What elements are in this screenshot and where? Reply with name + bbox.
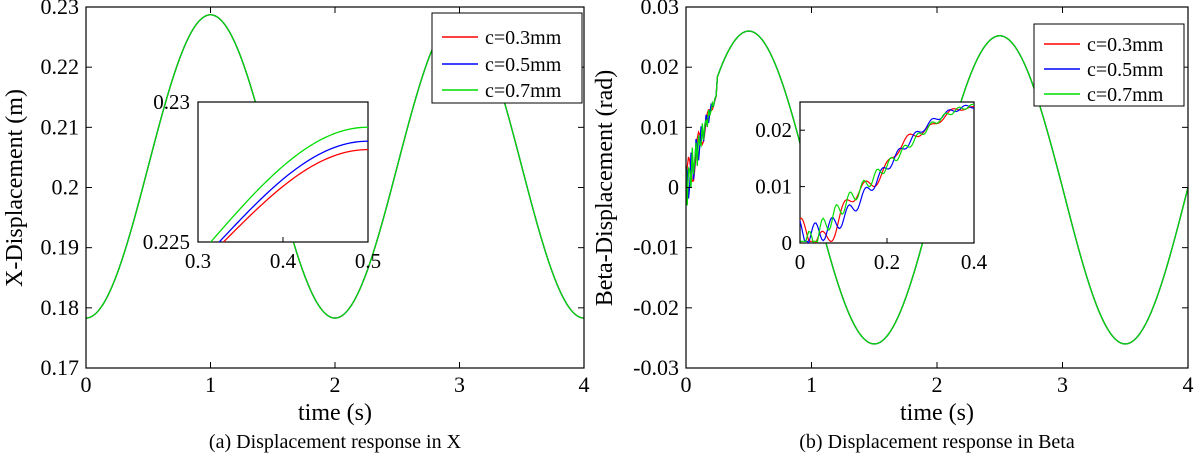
inset-y-tick-label: 0.225 <box>143 230 190 254</box>
y-tick-label: -0.02 <box>633 295 679 320</box>
legend-label-c03: c=0.3mm <box>1087 34 1164 56</box>
inset-y-tick-label: 0.01 <box>755 175 792 199</box>
x-tick-label: 0 <box>81 372 92 397</box>
inset-y-tick-label: 0.02 <box>755 118 792 142</box>
panel-a-xlabel: time (s) <box>298 400 372 426</box>
panel-b-chart: 0 1 2 3 4 -0.03 -0.02 -0.01 0 0.01 0.02 0.03 time (… <box>592 0 1194 453</box>
inset-y-tick-label: 0 <box>782 231 793 255</box>
inset-x-tick-label: 0.4 <box>270 249 297 273</box>
panel-a-inset-frame <box>197 101 369 243</box>
x-tick-label: 1 <box>806 372 817 397</box>
inset-y-tick-label: 0.23 <box>153 90 190 114</box>
y-tick-label: 0.19 <box>41 235 80 260</box>
panel-a-inset-ticks: 0.3 0.4 0.5 0.225 0.23 <box>143 90 381 273</box>
legend-label-c07: c=0.7mm <box>1087 84 1164 106</box>
panel-a-ticks: 0 1 2 3 4 0.17 0.18 0.19 0.2 0.21 0.22 0.23 <box>41 0 590 397</box>
inset-x-tick-label: 0.2 <box>874 250 900 274</box>
panel-b-legend: c=0.3mm c=0.5mm c=0.7mm <box>1033 23 1185 107</box>
x-tick-label: 4 <box>1183 372 1194 397</box>
panel-b-inset-frame <box>799 101 975 244</box>
y-tick-label: 0 <box>668 175 679 200</box>
y-tick-label: 0.01 <box>641 114 680 139</box>
y-tick-label: 0.2 <box>52 175 80 200</box>
y-tick-label: 0.21 <box>41 114 80 139</box>
panel-b-inset: 0 0.2 0.4 0 0.01 0.02 <box>755 101 988 274</box>
panel-b-ticks: 0 1 2 3 4 -0.03 -0.02 -0.01 0 0.01 0.02 0.03 <box>633 0 1193 397</box>
panel-a-caption: (a) Displacement response in X <box>209 431 462 453</box>
panel-b-legend-box <box>1033 23 1185 107</box>
y-tick-label: 0.02 <box>641 54 680 79</box>
panel-b-ylabel: Beta-Displacement (rad) <box>592 70 618 307</box>
inset-series-line <box>800 103 975 243</box>
legend-label-c03: c=0.3mm <box>485 27 562 49</box>
x-tick-label: 2 <box>330 372 341 397</box>
x-tick-label: 4 <box>579 372 590 397</box>
y-tick-label: 0.22 <box>41 54 80 79</box>
x-tick-label: 1 <box>205 372 216 397</box>
inset-x-tick-label: 0.3 <box>185 249 211 273</box>
panel-b-xlabel: time (s) <box>900 400 974 426</box>
panel-a-legend-box <box>431 12 583 104</box>
legend-label-c05: c=0.5mm <box>485 54 562 76</box>
inset-x-tick-label: 0 <box>795 250 806 274</box>
y-tick-label: -0.03 <box>633 355 679 380</box>
panel-a-inset-series-group <box>210 126 369 243</box>
y-tick-label: 0.03 <box>641 0 680 19</box>
y-tick-label: 0.18 <box>41 295 80 320</box>
panel-a-inset: 0.3 0.4 0.5 0.225 0.23 <box>143 90 381 273</box>
inset-series-line <box>210 126 369 243</box>
x-tick-label: 0 <box>681 372 692 397</box>
panel-a-chart: 0 1 2 3 4 0.17 0.18 0.19 0.2 0.21 0.22 0.23 time (s… <box>2 0 590 453</box>
y-tick-label: 0.23 <box>41 0 80 19</box>
panel-b-inset-ticks: 0 0.2 0.4 0 0.01 0.02 <box>755 118 987 274</box>
panel-a-legend: c=0.3mm c=0.5mm c=0.7mm <box>431 12 583 104</box>
x-tick-label: 3 <box>454 372 465 397</box>
inset-x-tick-label: 0.4 <box>961 250 988 274</box>
x-tick-label: 3 <box>1057 372 1068 397</box>
inset-series-line <box>799 106 975 244</box>
legend-label-c05: c=0.5mm <box>1087 59 1164 81</box>
y-tick-label: 0.17 <box>41 355 80 380</box>
panel-b-caption: (b) Displacement response in Beta <box>799 431 1075 453</box>
inset-series-line <box>218 140 369 243</box>
inset-x-tick-label: 0.5 <box>355 249 381 273</box>
panel-b-inset-series-group <box>799 103 975 244</box>
legend-label-c07: c=0.7mm <box>485 80 562 102</box>
x-tick-label: 2 <box>932 372 943 397</box>
inset-series-line <box>223 148 369 243</box>
y-tick-label: -0.01 <box>633 235 679 260</box>
panel-a-ylabel: X-Displacement (m) <box>2 89 28 287</box>
